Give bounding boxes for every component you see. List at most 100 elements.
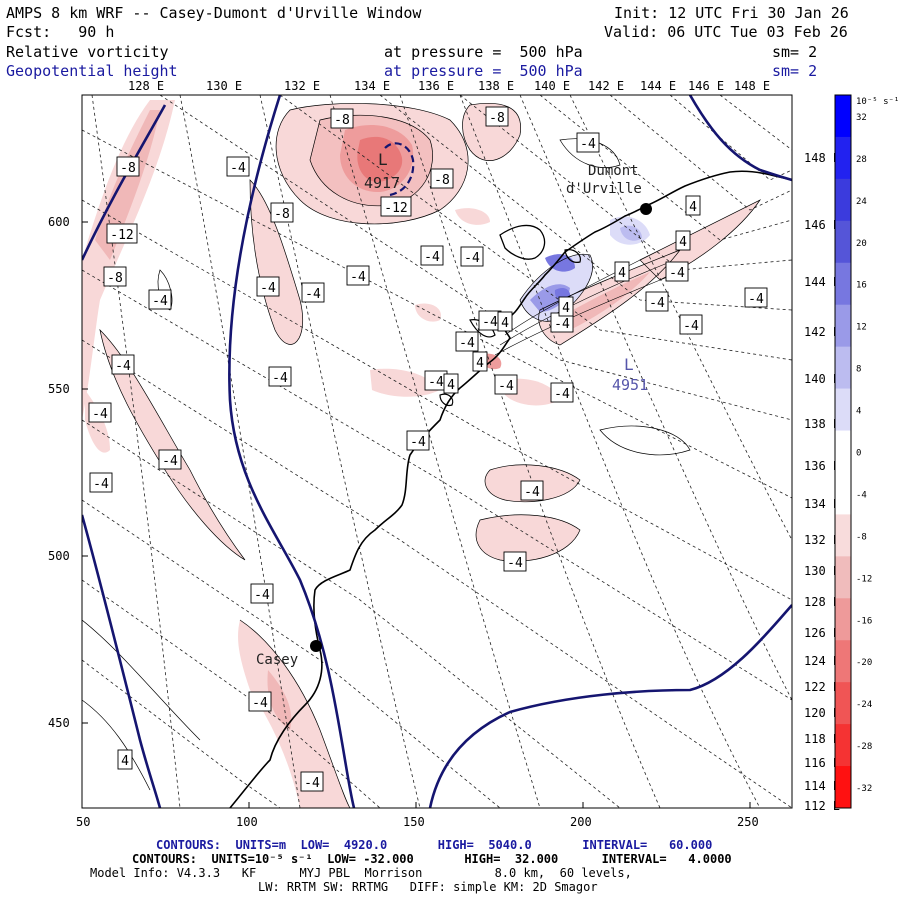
vorticity-label-box	[685, 195, 701, 216]
right-lat-label: 148 E	[804, 151, 840, 165]
colorbar-label: -20	[856, 658, 872, 668]
valid-time: Valid: 06 UTC Tue 03 Feb 26	[604, 23, 848, 41]
right-lat-label: 132 E	[804, 533, 840, 547]
vorticity-label-box	[300, 771, 324, 792]
top-lon-label: 140 E	[534, 79, 570, 93]
vorticity-label: -4	[464, 251, 480, 266]
vorticity-label: -12	[384, 201, 407, 216]
casey-station-label: Casey	[256, 652, 298, 668]
colorbar-label: 8	[856, 365, 861, 375]
right-lat-label: 136 E	[804, 459, 840, 473]
init-time: Init: 12 UTC Fri 30 Jan 26	[614, 4, 849, 22]
bottom-tick-label: 200	[570, 815, 592, 829]
vorticity-label-box	[472, 351, 488, 372]
colorbar-label: 28	[856, 155, 867, 165]
top-lon-label: 142 E	[588, 79, 624, 93]
vorticity-label: -4	[507, 556, 523, 571]
left-tick-label: 500	[48, 549, 70, 563]
vorticity-label-box	[665, 261, 689, 282]
colorbar-frame	[834, 94, 852, 809]
vorticity-label: -4	[524, 485, 540, 500]
vorticity-label-box	[301, 282, 325, 303]
right-lat-label: 146 E	[804, 218, 840, 232]
colorbar-swatch	[835, 514, 851, 557]
vorticity-label-box	[744, 287, 768, 308]
right-lat-label: 138 E	[804, 417, 840, 431]
vorticity-label-box	[111, 354, 135, 375]
vorticity-label: -8	[120, 161, 136, 176]
field1-pressure: at pressure = 500 hPa	[384, 43, 583, 61]
vorticity-label: -4	[272, 371, 288, 386]
vorticity-label: -4	[428, 375, 444, 390]
vorticity-label-box	[460, 246, 484, 267]
vorticity-label-box	[576, 132, 600, 153]
colorbar-swatch	[835, 556, 851, 599]
colorbar-label: -32	[856, 784, 872, 794]
dumont-station-dot	[640, 203, 652, 215]
top-lon-label: 138 E	[478, 79, 514, 93]
right-lat-label: 128 E	[804, 595, 840, 609]
right-lat-label: 142 E	[804, 325, 840, 339]
vorticity-label-box	[106, 223, 138, 244]
right-lat-label: 124 E	[804, 654, 840, 668]
vorticity-label-box	[503, 551, 527, 572]
colorbar-swatch	[835, 766, 851, 809]
vorticity-label: -4	[252, 696, 268, 711]
vorticity-label: -4	[498, 379, 514, 394]
colorbar-label: -4	[856, 490, 867, 500]
colorbar-swatch	[835, 304, 851, 348]
top-lon-label: 136 E	[418, 79, 454, 93]
field2-name: Geopotential height	[6, 62, 178, 80]
bottom-tick-label: 50	[76, 815, 90, 829]
colorbar-label: 32	[856, 113, 867, 123]
vorticity-label-box	[497, 311, 513, 332]
colorbar-label: -24	[856, 700, 872, 710]
colorbar-swatch	[835, 598, 851, 641]
vorticity-label-box	[346, 265, 370, 286]
vorticity-label: -4	[482, 315, 498, 330]
vorticity-label: -4	[152, 294, 168, 309]
vorticity-label-box	[455, 331, 479, 352]
vorticity-label: -8	[274, 207, 290, 222]
height-contour-info: CONTOURS: UNITS=m LOW= 4920.0 HIGH= 5040…	[156, 838, 713, 852]
geopotential-height-contours	[82, 95, 792, 808]
vorticity-label-box	[614, 261, 630, 282]
left-tick-label: 450	[48, 716, 70, 730]
vorticity-label: 4	[121, 754, 129, 769]
vorticity-label-box	[88, 402, 112, 423]
vorticity-label: 4	[447, 378, 455, 393]
colorbar-swatch	[835, 388, 851, 432]
height-low-value: 4917	[364, 174, 400, 192]
vorticity-label: -4	[748, 292, 764, 307]
colorbar-label: 0	[856, 449, 861, 459]
vorticity-label: -8	[107, 271, 123, 286]
vorticity-label: -4	[669, 266, 685, 281]
colorbar-swatch	[835, 724, 851, 767]
vorticity-label-box	[89, 472, 113, 493]
vorticity-label-box	[248, 691, 272, 712]
top-lon-label: 144 E	[640, 79, 676, 93]
vorticity-contour-info: CONTOURS: UNITS=10⁻⁵ s⁻¹ LOW= -32.000 HI…	[132, 852, 732, 866]
vorticity-label: -4	[305, 287, 321, 302]
colorbar-label: 16	[856, 281, 867, 291]
field2-pressure: at pressure = 500 hPa	[384, 62, 583, 80]
vorticity-label-box	[250, 583, 274, 604]
bottom-tick-label: 150	[403, 815, 425, 829]
vorticity-label: -4	[254, 588, 270, 603]
right-lat-label: 140 E	[804, 372, 840, 386]
vorticity-label: -4	[554, 387, 570, 402]
vorticity-label-box	[148, 289, 172, 310]
right-lat-label: 144 E	[804, 275, 840, 289]
right-lat-label: 134 E	[804, 497, 840, 511]
vorticity-label: -4	[230, 161, 246, 176]
vorticity-label: -4	[93, 477, 109, 492]
vorticity-label: 4	[562, 301, 570, 316]
colorbar-swatch	[835, 95, 851, 138]
latlon-grid	[82, 95, 792, 808]
bottom-axis: 50 100 150 200 250	[76, 802, 759, 829]
vorticity-label: -4	[424, 250, 440, 265]
field2-smoothing: sm= 2	[772, 62, 818, 80]
vorticity-label: -4	[459, 336, 475, 351]
vorticity-label: -4	[260, 281, 276, 296]
